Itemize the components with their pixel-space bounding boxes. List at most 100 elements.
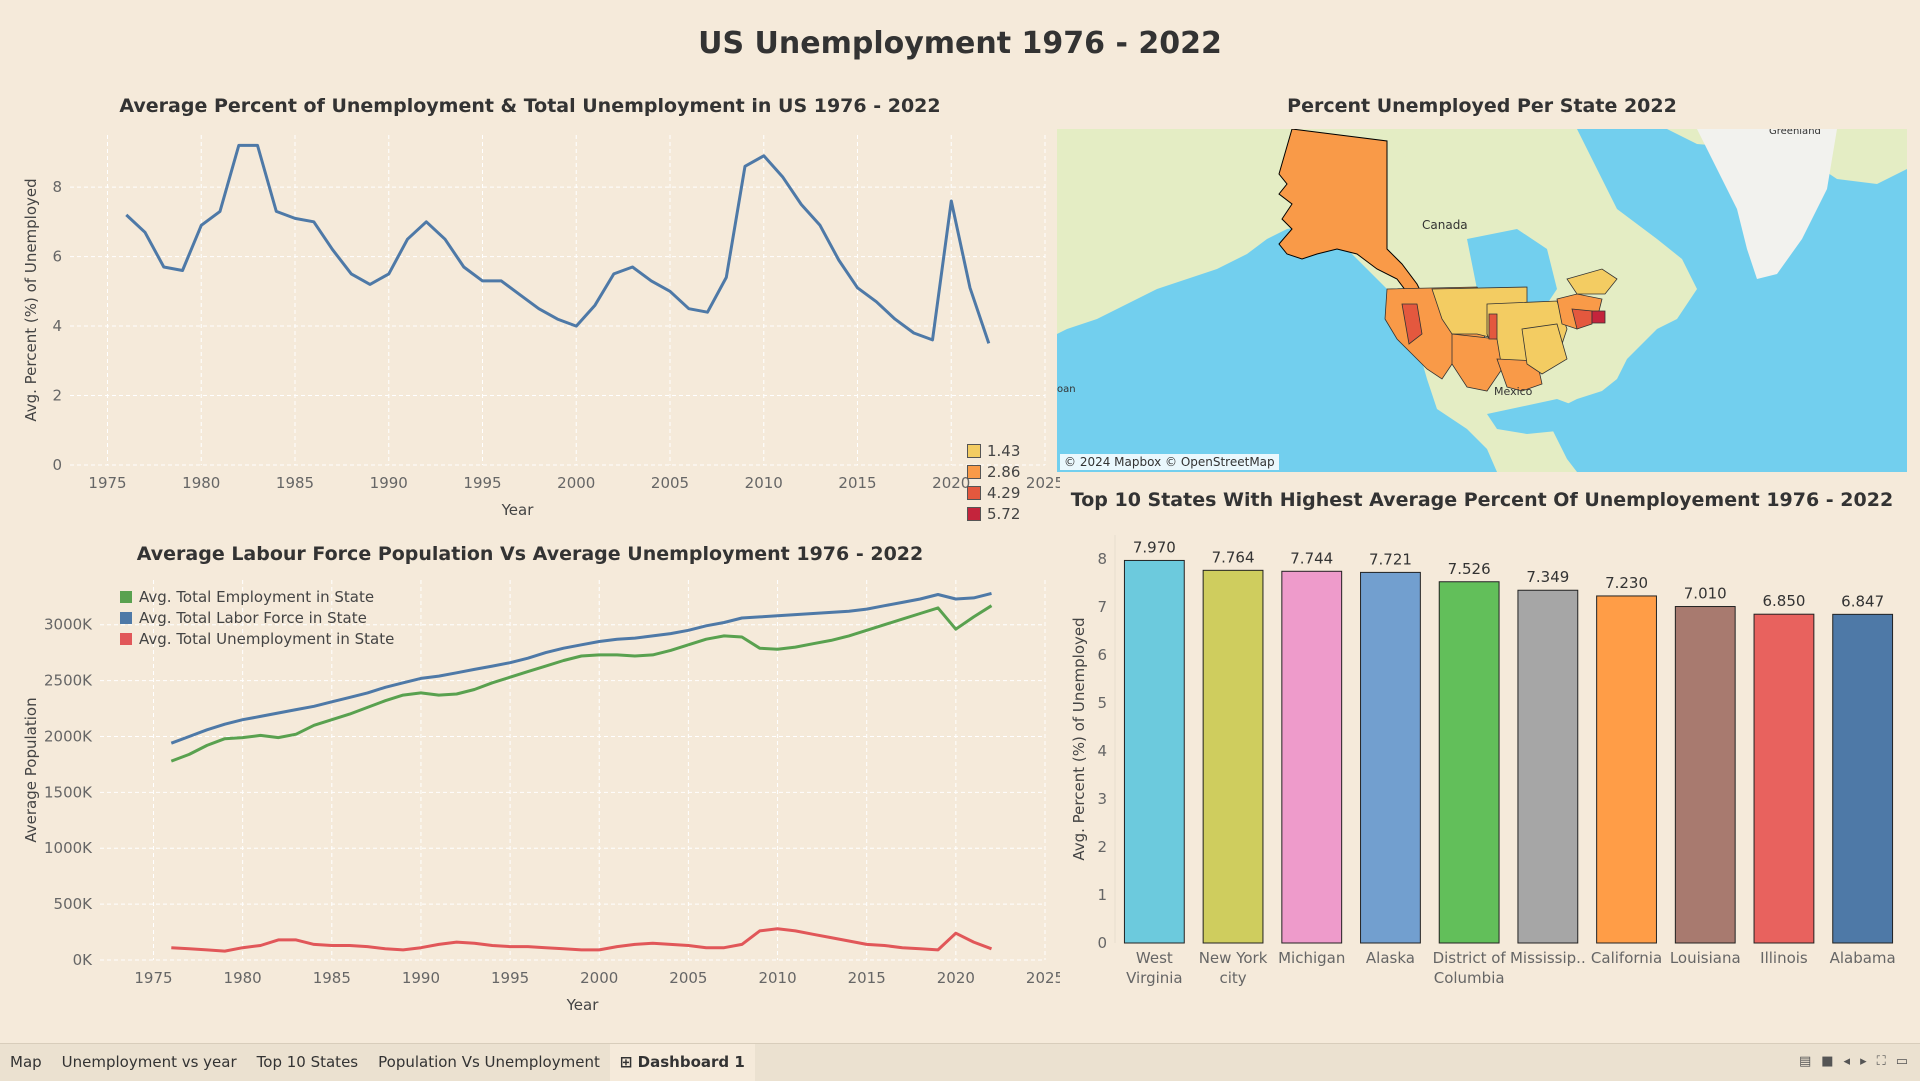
legend-label: Avg. Total Unemployment in State bbox=[139, 630, 394, 648]
bar bbox=[1123, 559, 1185, 944]
x-tick-label: 1995 bbox=[463, 474, 501, 492]
x-tick-label: 1985 bbox=[276, 474, 314, 492]
landmass-north-america bbox=[1057, 129, 1697, 472]
x-tick-label: California bbox=[1591, 949, 1662, 967]
chart-top10-states: 0 1 2 3 4 5 6 7 8 Avg. Percent (%) of Unemployed 7… bbox=[1070, 535, 1896, 987]
legend-label: 2.86 bbox=[987, 462, 1021, 481]
chart-unemployment-percent: 1975 1980 1985 1990 1995 2000 2005 2010 2015 2020… bbox=[22, 135, 1060, 519]
bar-value-label: 6.847 bbox=[1841, 592, 1884, 610]
bar bbox=[1596, 595, 1657, 944]
y-tick-label: 8 bbox=[1097, 550, 1107, 568]
tab-map[interactable]: Map bbox=[10, 1053, 42, 1071]
x-tick-label: 2015 bbox=[838, 474, 876, 492]
y-tick-label: 3000K bbox=[44, 616, 93, 634]
legend-item: 4.29 bbox=[967, 482, 1020, 503]
x-tick-label: 2020 bbox=[932, 474, 970, 492]
x-tick-label: Louisiana bbox=[1670, 949, 1741, 967]
series-line bbox=[170, 591, 992, 745]
x-tick-label: 1990 bbox=[370, 474, 408, 492]
x-tick-label: West bbox=[1136, 949, 1173, 967]
bar bbox=[1674, 606, 1736, 944]
y-tick-label: 7 bbox=[1097, 598, 1107, 616]
prev-sheet-icon[interactable]: ◂ bbox=[1843, 1054, 1851, 1069]
legend-label: Avg. Total Employment in State bbox=[139, 588, 374, 606]
x-tick-label: city bbox=[1219, 969, 1246, 987]
x-tick-label: Columbia bbox=[1434, 969, 1505, 987]
map-label-greenland: Greenland bbox=[1769, 129, 1821, 137]
x-tick-label: New York bbox=[1199, 949, 1268, 967]
x-tick-label: 2010 bbox=[745, 474, 783, 492]
greenland-shape bbox=[1697, 129, 1837, 279]
state-map[interactable]: Canada Mexico Greenland oan © 2024 Mapbo… bbox=[1057, 129, 1907, 472]
x-tick-label: 2015 bbox=[848, 969, 886, 987]
sheet-sorter-icon[interactable]: ▤ bbox=[1798, 1054, 1812, 1069]
chart-unemployment-title: Average Percent of Unemployment & Total … bbox=[119, 95, 941, 117]
y-tick-label: 5 bbox=[1097, 694, 1107, 712]
y-tick-label: 1500K bbox=[44, 783, 93, 801]
y-tick-label: 1 bbox=[1097, 886, 1107, 904]
tab-population-vs-unemployment[interactable]: Population Vs Unemployment bbox=[378, 1053, 600, 1071]
x-tick-label: 2025 bbox=[1026, 474, 1060, 492]
series-line bbox=[125, 143, 991, 344]
y-tick-label: 4 bbox=[52, 317, 62, 335]
y-axis-title: Average Population bbox=[22, 697, 40, 842]
bar bbox=[1360, 571, 1421, 944]
state-alaska bbox=[1278, 129, 1428, 305]
tab-top-10-states[interactable]: Top 10 States bbox=[256, 1053, 359, 1071]
x-tick-label: 1985 bbox=[313, 969, 351, 987]
legend-swatch bbox=[120, 633, 132, 645]
chart-top10-title: Top 10 States With Highest Average Perce… bbox=[1070, 489, 1894, 511]
x-tick-label: Alabama bbox=[1830, 949, 1896, 967]
x-tick-label: Alaska bbox=[1366, 949, 1415, 967]
series-line bbox=[171, 927, 993, 953]
y-tick-label: 0 bbox=[1097, 934, 1107, 952]
bar-value-label: 7.970 bbox=[1133, 538, 1176, 556]
legend-label: 1.43 bbox=[987, 441, 1021, 460]
bar bbox=[1753, 613, 1815, 944]
sheet-navigation: ▤ ■ ◂ ▸ ⛶ ▭ bbox=[1799, 1054, 1908, 1069]
filmstrip-icon[interactable]: ■ bbox=[1821, 1054, 1834, 1069]
tab-unemployment-vs-year[interactable]: Unemployment vs year bbox=[61, 1053, 237, 1071]
x-tick-label: 1975 bbox=[134, 969, 172, 987]
y-axis-title: Avg. Percent (%) of Unemployed bbox=[22, 178, 40, 421]
x-tick-label: 1975 bbox=[88, 474, 126, 492]
map-attribution[interactable]: © 2024 Mapbox © OpenStreetMap bbox=[1060, 454, 1279, 470]
y-tick-label: 2000K bbox=[44, 727, 93, 745]
bar bbox=[1517, 589, 1579, 944]
y-tick-label: 1000K bbox=[44, 839, 93, 857]
y-tick-label: 0K bbox=[73, 951, 94, 969]
legend-swatch bbox=[120, 591, 132, 603]
x-tick-label: 2025 bbox=[1026, 969, 1060, 987]
bar-value-label: 7.010 bbox=[1684, 585, 1727, 603]
fullscreen-icon[interactable]: ⛶ bbox=[1876, 1054, 1886, 1069]
legend-label: Avg. Total Labor Force in State bbox=[139, 609, 367, 627]
bar bbox=[1202, 569, 1264, 944]
bar bbox=[1438, 581, 1500, 944]
bar-value-label: 7.349 bbox=[1526, 568, 1569, 586]
map-label-edge: oan bbox=[1057, 384, 1076, 395]
legend-swatch bbox=[967, 506, 981, 521]
x-tick-label: 1980 bbox=[182, 474, 220, 492]
legend-item: 5.72 bbox=[967, 503, 1020, 524]
x-tick-label: 2005 bbox=[651, 474, 689, 492]
legend-swatch bbox=[967, 485, 981, 500]
x-tick-label: Virginia bbox=[1126, 969, 1183, 987]
x-tick-label: Michigan bbox=[1278, 949, 1345, 967]
bar bbox=[1832, 613, 1894, 944]
x-axis-title: Year bbox=[566, 996, 600, 1014]
x-tick-label: 2000 bbox=[580, 969, 618, 987]
map-label-mexico: Mexico bbox=[1494, 385, 1533, 398]
legend-item: 1.43 bbox=[967, 440, 1020, 461]
y-tick-label: 500K bbox=[54, 895, 94, 913]
y-tick-label: 3 bbox=[1097, 790, 1107, 808]
next-sheet-icon[interactable]: ▸ bbox=[1860, 1054, 1867, 1069]
x-tick-label: 2000 bbox=[557, 474, 595, 492]
chart-population-vs-unemployment: 1975 1980 1985 1990 1995 2000 2005 2010 2015 2020… bbox=[22, 580, 1060, 1014]
presentation-icon[interactable]: ▭ bbox=[1895, 1054, 1908, 1069]
bar-value-label: 7.526 bbox=[1448, 560, 1491, 578]
series-line bbox=[170, 604, 993, 763]
tab-dashboard-1[interactable]: ⊞ Dashboard 1 bbox=[609, 1044, 755, 1081]
x-tick-label: 2005 bbox=[669, 969, 707, 987]
bar-value-label: 7.764 bbox=[1212, 548, 1255, 566]
x-axis-title: Year bbox=[501, 501, 535, 519]
